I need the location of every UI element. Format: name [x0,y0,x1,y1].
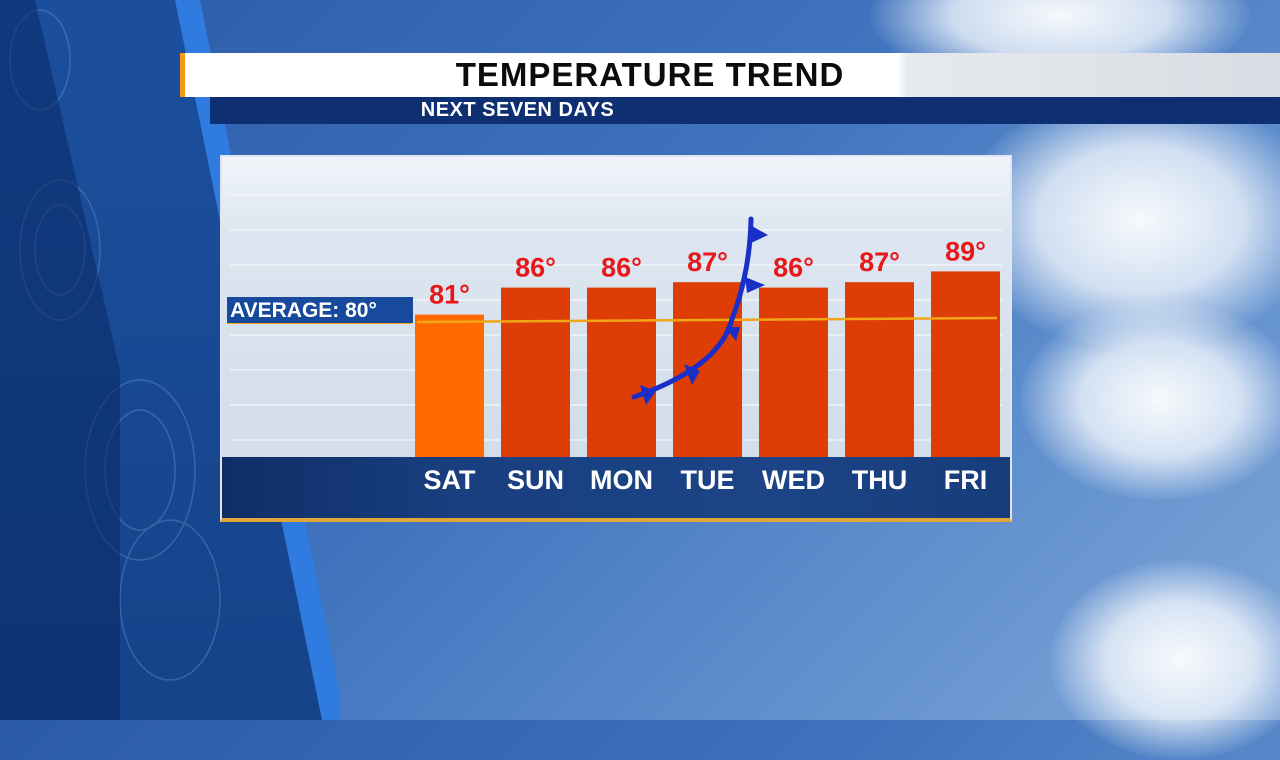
bar-wed [759,287,828,457]
day-label-sun: SUN [507,465,564,495]
average-label-bg [227,297,413,323]
value-label-sun: 86° [515,253,556,283]
value-label-mon: 86° [601,253,642,283]
cold-front-triangle [750,225,768,243]
average-label: AVERAGE: 80° [230,299,377,322]
cloud [1050,560,1280,760]
value-label-sat: 81° [429,280,470,310]
page-subtitle: NEXT SEVEN DAYS [420,99,615,121]
day-labels: SAT SUN MON TUE WED THU FRI [424,465,988,495]
value-label-wed: 86° [773,253,814,283]
day-label-mon: MON [590,465,653,495]
value-labels: 81° 86° 86° 87° 86° 87° 89° [429,236,986,309]
day-label-tue: TUE [681,465,735,495]
value-label-fri: 89° [945,236,986,266]
bar-thu [845,282,914,457]
cloud [1020,300,1280,500]
average-line [416,316,998,324]
cold-front-line [631,216,754,400]
cold-front-icon [631,216,768,405]
day-label-sat: SAT [424,465,477,495]
chart-label-band [222,457,1010,518]
bar-tue [673,282,742,457]
chart-frame: AVERAGE: 80° 81° 86° 86° 87° 86° 87° 89° SAT SU… [220,155,1012,522]
temperature-chart: AVERAGE: 80° 81° 86° 86° 87° 86° 87° 89° SAT SU… [227,194,1002,495]
bar-mon [587,287,656,457]
bar-sat [415,314,484,457]
value-label-thu: 87° [859,247,900,277]
cold-front-triangle [745,277,765,293]
day-label-thu: THU [852,465,908,495]
day-label-wed: WED [762,465,825,495]
bar-fri [931,271,1000,457]
cold-front-triangle [725,327,740,341]
cold-front-triangle [684,364,700,385]
bars [415,271,1000,457]
average-line-group: AVERAGE: 80° [227,297,998,324]
day-label-fri: FRI [944,465,988,495]
value-label-tue: 87° [687,247,728,277]
title-bar: TEMPERATURE TREND [180,53,1280,97]
cold-front-triangle [640,385,656,405]
bar-sun [501,287,570,457]
page-title: TEMPERATURE TREND [455,56,845,93]
subtitle-bar: NEXT SEVEN DAYS [210,97,1280,124]
